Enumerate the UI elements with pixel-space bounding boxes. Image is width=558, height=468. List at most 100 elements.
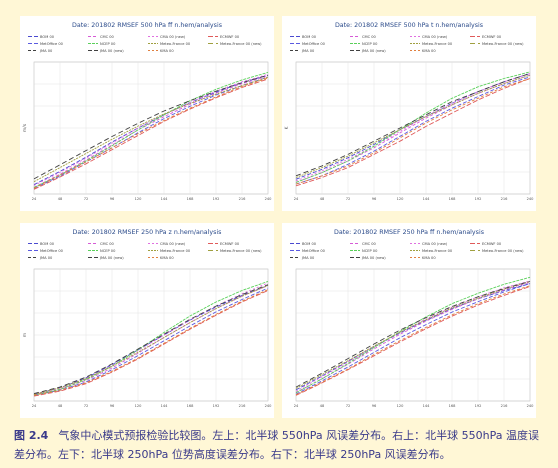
series-line (33, 74, 269, 180)
legend-label: JMA 00 (new) (361, 49, 386, 53)
series-line (295, 281, 531, 389)
series-line (33, 76, 269, 189)
y-axis-label: m/s (22, 123, 28, 132)
x-tick-label: 216 (239, 404, 247, 408)
series-line (295, 73, 531, 177)
x-tick-label: 24 (294, 404, 299, 408)
legend-label: CMA 00 (new) (160, 242, 186, 246)
series-line (33, 77, 269, 189)
series-line (295, 78, 531, 185)
x-tick-label: 192 (475, 197, 482, 201)
x-tick-label: 72 (84, 197, 89, 201)
legend-label: JMA 00 (new) (99, 256, 124, 260)
legend-label: Meteo-France 00 (new) (482, 249, 524, 253)
x-tick-label: 24 (32, 197, 37, 201)
chart-svg-2: Date: 201802 RMSEF 250 hPa z n.hem/analy… (23, 229, 273, 408)
legend-label: MetOffice 00 (40, 42, 64, 46)
x-tick-label: 144 (161, 197, 169, 201)
series-line (33, 290, 269, 397)
x-tick-label: 168 (187, 404, 195, 408)
legend-label: CMA 00 (new) (160, 35, 186, 39)
legend-label: NCEP 00 (100, 249, 116, 253)
legend-label: CMC 00 (100, 35, 115, 39)
chart-svg-3: Date: 201802 RMSEF 250 hPa ff n.hem/anal… (290, 229, 535, 408)
series-line (295, 74, 531, 178)
legend-label: Meteo-France 00 (new) (220, 42, 262, 46)
legend-label: CMC 00 (100, 242, 115, 246)
series-line (295, 71, 531, 183)
x-tick-label: 96 (110, 404, 115, 408)
legend-label: KMA 00 (422, 49, 436, 53)
legend-label: ECMWF 00 (482, 242, 502, 246)
legend-label: Meteo-France 00 (new) (482, 42, 524, 46)
chart-panel-bottom-left: Date: 201802 RMSEF 250 hPa z n.hem/analy… (20, 223, 274, 418)
figure-caption-text: 气象中心模式预报检验比较图。左上：北半球 550hPa 风误差分布。右上：北半球… (14, 429, 540, 461)
legend-label: ECMWF 00 (220, 242, 240, 246)
legend-label: BOM 00 (40, 242, 55, 246)
legend-label: JMA 00 (new) (99, 49, 124, 53)
legend-label: Meteo-France 00 (422, 42, 453, 46)
legend-label: ECMWF 00 (220, 35, 240, 39)
series-line (295, 285, 531, 396)
legend-label: NCEP 00 (362, 249, 378, 253)
x-tick-label: 216 (239, 197, 247, 201)
x-tick-label: 144 (423, 197, 431, 201)
x-tick-label: 240 (527, 404, 535, 408)
x-tick-label: 120 (397, 197, 405, 201)
series-line (33, 73, 269, 186)
series-line (33, 289, 269, 396)
legend-label: JMA 00 (301, 49, 315, 53)
legend-label: Meteo-France 00 (422, 249, 453, 253)
legend-label: KMA 00 (422, 256, 436, 260)
legend-label: MetOffice 00 (302, 249, 326, 253)
x-tick-label: 192 (213, 404, 220, 408)
chart-title: Date: 201802 RMSEF 250 hPa z n.hem/analy… (73, 229, 222, 236)
chart-title: Date: 201802 RMSEF 500 hPa t n.hem/analy… (335, 22, 483, 29)
legend-label: NCEP 00 (100, 42, 116, 46)
legend-label: Meteo-France 00 (new) (220, 249, 262, 253)
legend-label: JMA 00 (39, 49, 53, 53)
series-line (33, 71, 269, 188)
series-line (295, 276, 531, 394)
series-line (33, 285, 269, 395)
chart-title: Date: 201802 RMSEF 500 hPa ff n.hem/anal… (72, 22, 222, 29)
legend-label: Meteo-France 00 (160, 42, 191, 46)
x-tick-label: 48 (320, 197, 325, 201)
x-tick-label: 240 (265, 404, 273, 408)
x-tick-label: 240 (265, 197, 273, 201)
legend-label: MetOffice 00 (40, 249, 64, 253)
series-line (295, 283, 531, 395)
chart-svg-1: Date: 201802 RMSEF 500 hPa t n.hem/analy… (284, 22, 534, 201)
x-tick-label: 96 (110, 197, 115, 201)
series-line (295, 283, 531, 391)
series-line (295, 78, 531, 187)
x-tick-label: 168 (449, 197, 457, 201)
y-axis-label: m (23, 333, 28, 337)
series-line (295, 280, 531, 392)
legend-label: CMC 00 (362, 35, 377, 39)
x-tick-label: 216 (501, 197, 509, 201)
series-line (33, 284, 269, 395)
legend-label: MetOffice 00 (302, 42, 326, 46)
legend-label: CMC 00 (362, 242, 377, 246)
series-line (33, 282, 269, 395)
series-line (33, 287, 269, 396)
x-tick-label: 72 (84, 404, 89, 408)
x-tick-label: 96 (372, 404, 377, 408)
legend-label: JMA 00 (new) (361, 256, 386, 260)
x-tick-label: 144 (423, 404, 431, 408)
series-line (295, 73, 531, 182)
legend-label: Meteo-France 00 (160, 249, 191, 253)
legend-label: ECMWF 00 (482, 35, 502, 39)
series-line (295, 76, 531, 185)
x-tick-label: 168 (449, 404, 457, 408)
chart-svg-0: Date: 201802 RMSEF 500 hPa ff n.hem/anal… (22, 22, 273, 201)
x-tick-label: 48 (320, 404, 325, 408)
chart-panel-top-right: Date: 201802 RMSEF 500 hPa t n.hem/analy… (282, 16, 536, 211)
chart-panel-top-left: Date: 201802 RMSEF 500 hPa ff n.hem/anal… (20, 16, 274, 211)
legend-label: CMA 00 (new) (422, 35, 448, 39)
x-tick-label: 120 (135, 404, 143, 408)
x-tick-label: 24 (294, 197, 299, 201)
x-tick-label: 72 (346, 404, 351, 408)
